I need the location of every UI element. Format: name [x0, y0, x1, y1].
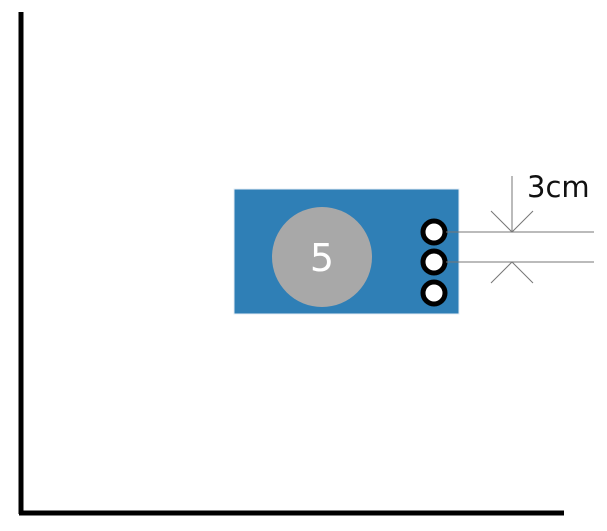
arrow-head-top — [490, 210, 534, 233]
module-number: 5 — [310, 236, 334, 280]
pin-hole-2 — [420, 248, 448, 276]
module-board: 5 — [233, 188, 460, 315]
pin-spacing-dimension — [446, 176, 594, 284]
dimension-label: 3cm — [527, 170, 590, 204]
pin-hole-3 — [420, 279, 448, 307]
module-number-disc — [272, 207, 372, 307]
arrow-head-bottom — [490, 261, 534, 284]
pin-hole-1 — [420, 218, 448, 246]
